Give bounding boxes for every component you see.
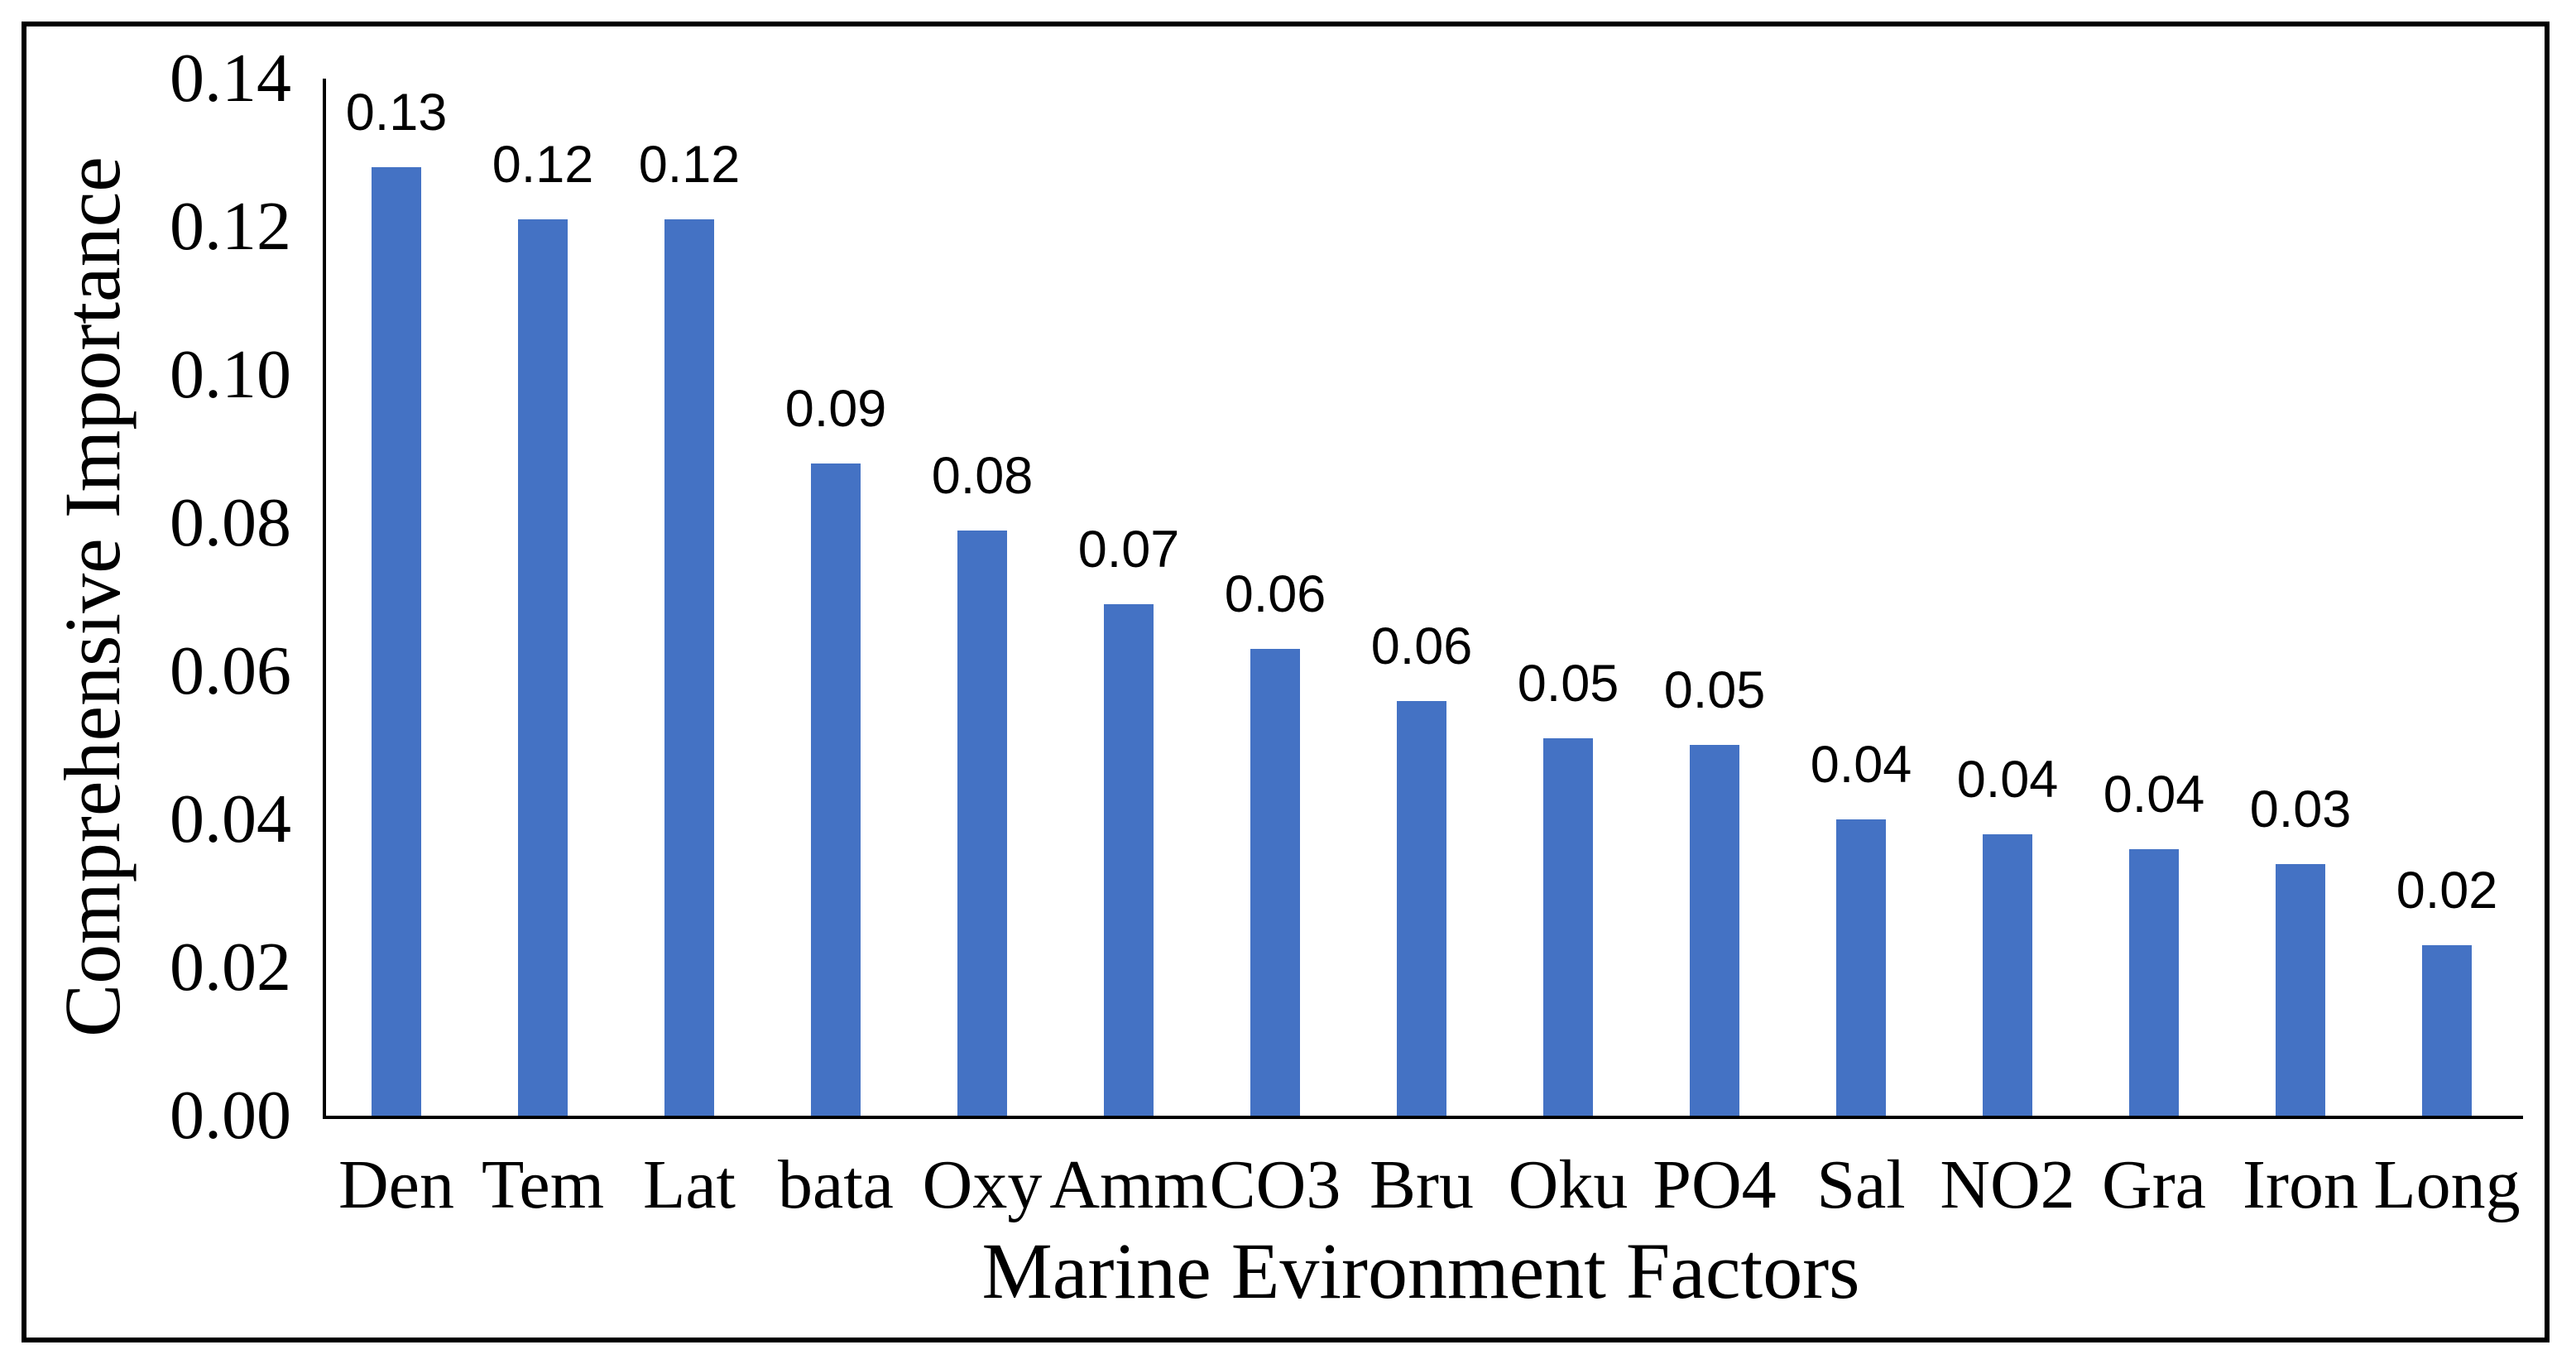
- y-tick-label: 0.04: [170, 780, 291, 857]
- bar: [1104, 604, 1154, 1116]
- bar: [811, 463, 861, 1116]
- y-tick-label: 0.00: [170, 1077, 291, 1154]
- bar-value-label: 0.04: [1810, 736, 1912, 794]
- x-tick-label: Tem: [481, 1146, 605, 1223]
- bar: [1836, 819, 1886, 1116]
- y-tick-label: 0.12: [170, 188, 291, 265]
- x-tick-label: Bru: [1370, 1146, 1474, 1223]
- bar-value-label: 0.05: [1663, 661, 1766, 719]
- bar-value-label: 0.08: [931, 447, 1034, 505]
- bar-value-label: 0.07: [1077, 521, 1180, 579]
- x-tick-label: PO4: [1653, 1146, 1777, 1223]
- bar: [1543, 738, 1593, 1116]
- x-tick-label: Sal: [1816, 1146, 1906, 1223]
- x-axis-title: Marine Evironment Factors: [981, 1227, 1860, 1315]
- x-tick-label: CO3: [1209, 1146, 1341, 1223]
- bar-value-label: 0.12: [492, 136, 594, 194]
- y-tick-label: 0.08: [170, 484, 291, 561]
- y-axis-line: [323, 79, 326, 1119]
- bar-value-label: 0.06: [1370, 617, 1473, 675]
- bar: [1690, 745, 1739, 1116]
- x-tick-label: Lat: [643, 1146, 736, 1223]
- y-tick-label: 0.14: [170, 40, 291, 117]
- bar-value-label: 0.03: [2249, 780, 2352, 838]
- bar: [1397, 701, 1446, 1116]
- x-tick-label: Amm: [1049, 1146, 1208, 1223]
- x-tick-label: Long: [2373, 1146, 2521, 1223]
- bar: [372, 167, 421, 1116]
- x-tick-label: Gra: [2102, 1146, 2206, 1223]
- x-tick-label: Iron: [2243, 1146, 2358, 1223]
- bar-value-label: 0.06: [1224, 565, 1326, 623]
- bar: [664, 219, 714, 1116]
- bar: [518, 219, 568, 1116]
- x-axis-line: [323, 1116, 2523, 1119]
- x-tick-label: NO2: [1940, 1146, 2075, 1223]
- bar-value-label: 0.05: [1517, 655, 1619, 713]
- plot-area: 0.13 0.12 0.12 0.09 0.08 0.07 0.06 0.06 0.05 0.05…: [323, 79, 2520, 1116]
- bar-value-label: 0.04: [1956, 751, 2059, 809]
- y-tick-label: 0.06: [170, 632, 291, 709]
- bar: [1983, 834, 2032, 1116]
- bar: [2276, 864, 2325, 1116]
- y-tick-label: 0.02: [170, 929, 291, 1006]
- y-tick-label: 0.10: [170, 336, 291, 413]
- bar: [2129, 849, 2179, 1116]
- bar-value-label: 0.13: [345, 84, 448, 142]
- bar-value-label: 0.12: [638, 136, 741, 194]
- bar: [957, 531, 1007, 1116]
- bar: [1250, 649, 1300, 1116]
- x-tick-label: Oku: [1508, 1146, 1629, 1223]
- x-tick-label: bata: [778, 1146, 894, 1223]
- bar: [2422, 945, 2472, 1116]
- bar-value-label: 0.09: [784, 380, 887, 438]
- y-axis-title: Comprehensive Importance: [48, 156, 137, 1037]
- x-tick-label: Den: [338, 1146, 454, 1223]
- x-tick-label: Oxy: [922, 1146, 1043, 1223]
- bar-value-label: 0.04: [2103, 766, 2205, 824]
- bar-value-label: 0.02: [2396, 862, 2498, 920]
